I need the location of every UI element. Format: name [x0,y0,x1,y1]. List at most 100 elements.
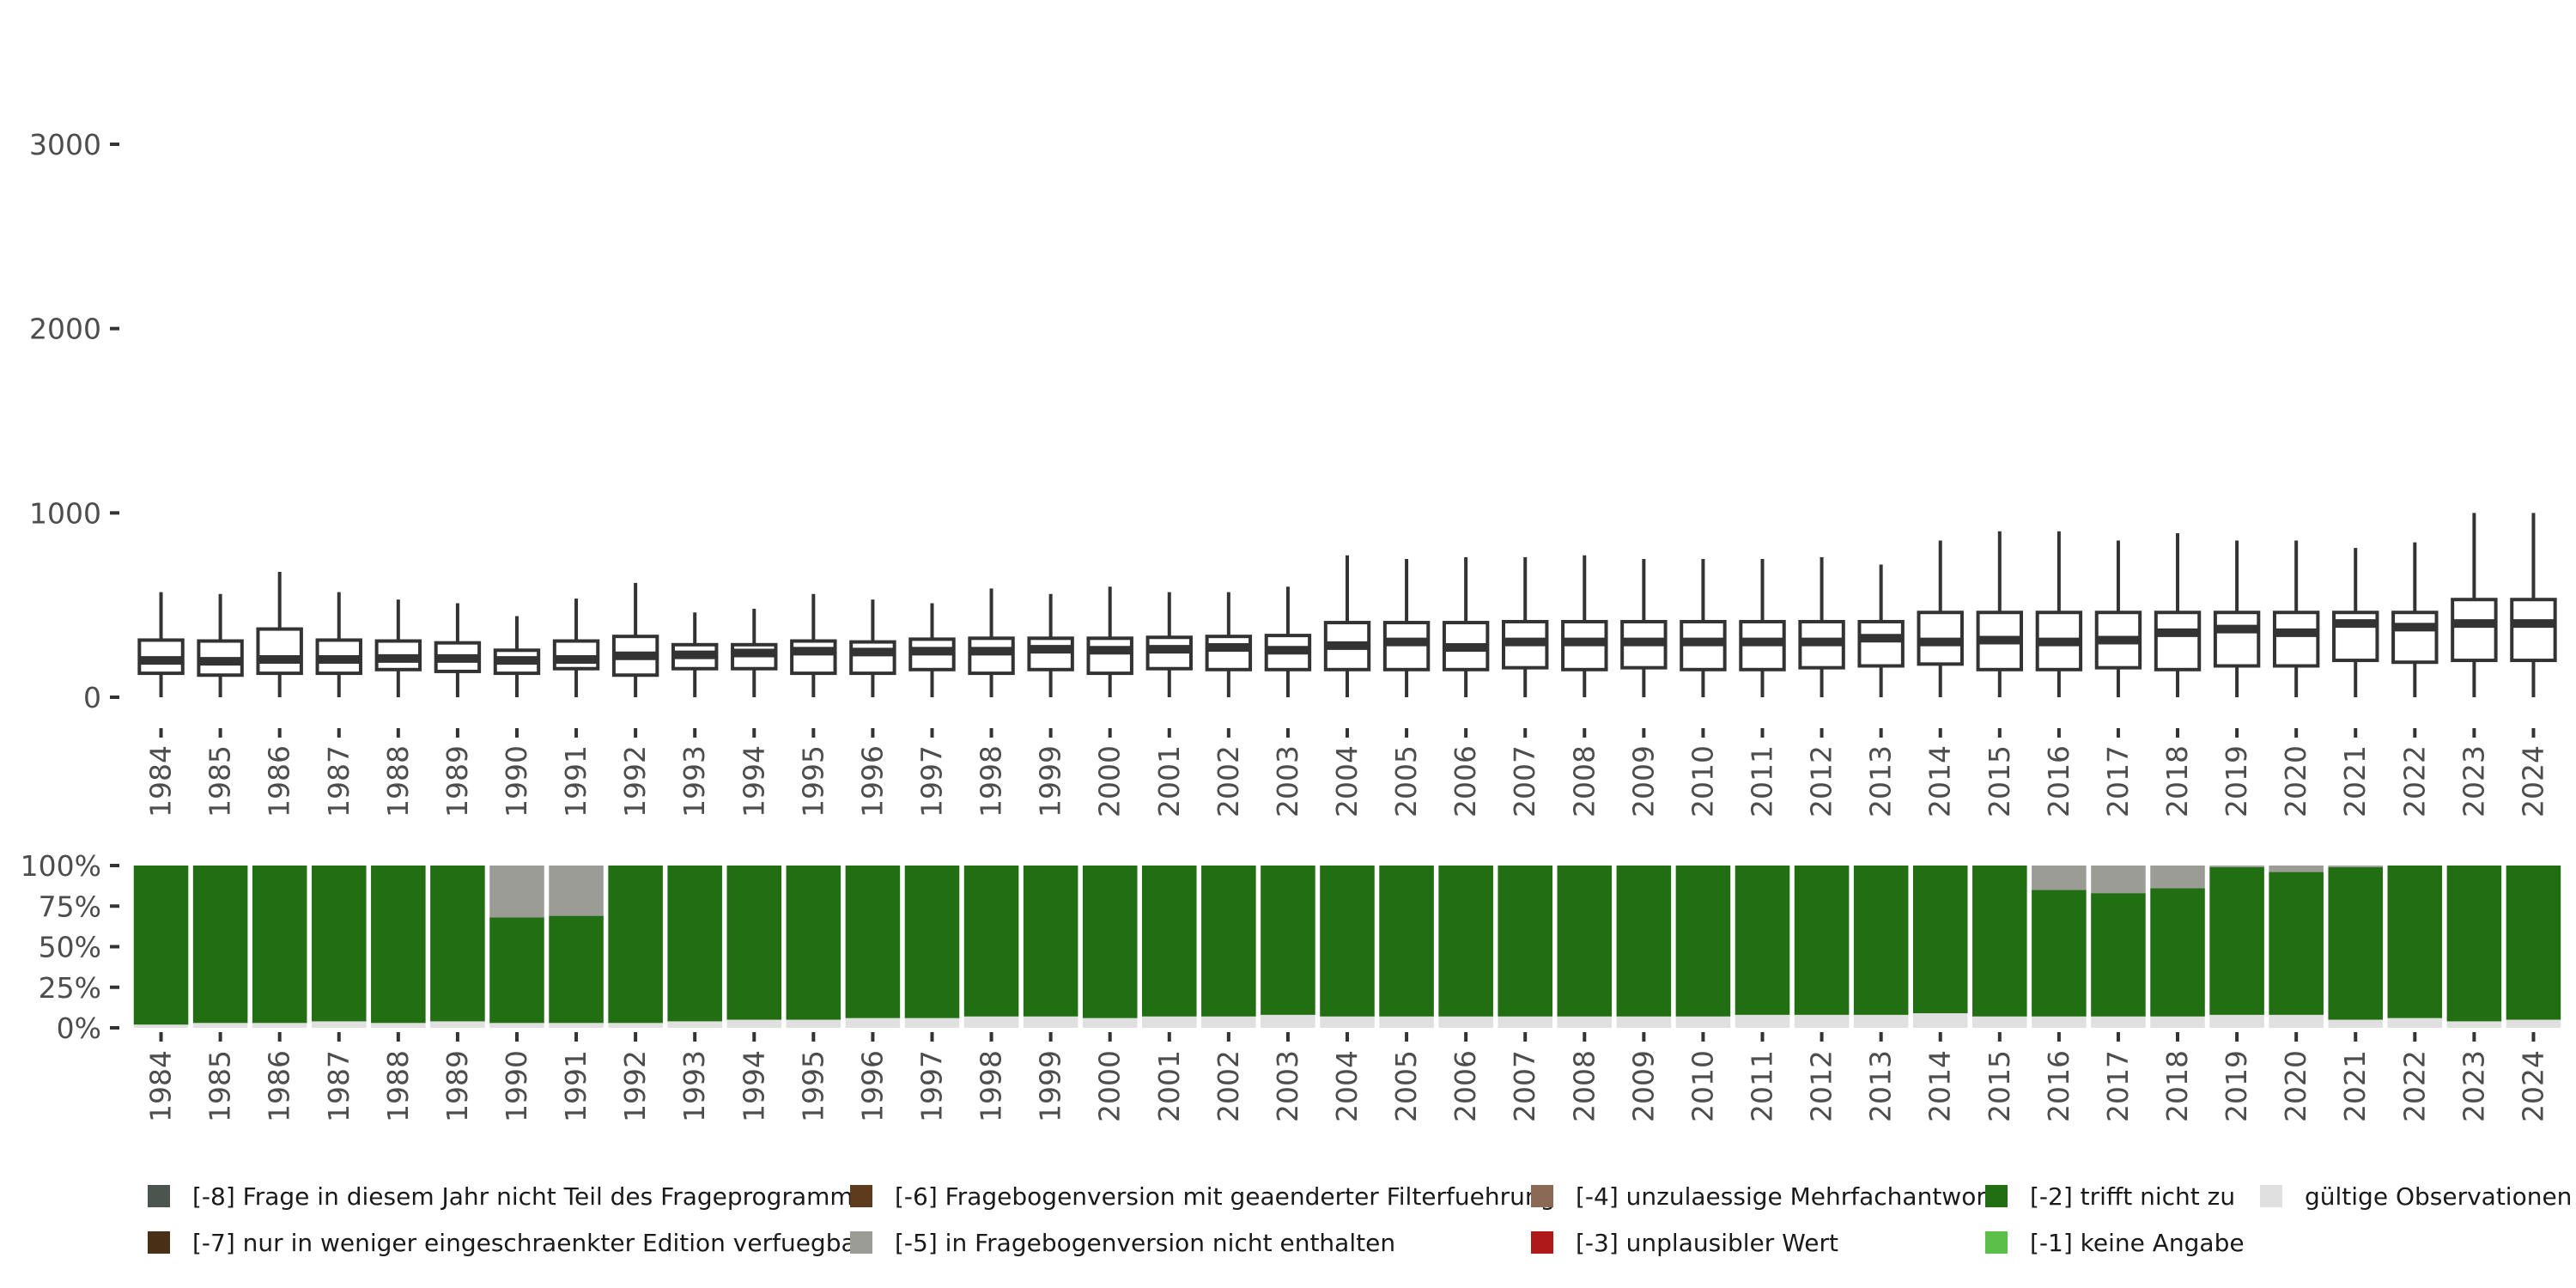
x-tick-label: 2001 [1152,1050,1186,1122]
legend-swatch [2260,1185,2282,1207]
bar-segment [2506,1019,2561,1028]
legend-label: [-3] unplausibler Wert [1576,1229,1838,1257]
x-tick-label: 2004 [1330,745,1364,817]
y-tick-label: 0 [83,681,101,714]
boxplot-panel: 0 1000 2000 3000 1984 1985 1986 1987 1988 1989 199… [29,128,2557,817]
box [552,639,600,671]
bar-segment [726,866,782,1020]
x-tick-label: 2002 [1212,1050,1245,1122]
x-tick-label: 1994 [737,745,770,817]
x-tick-label: 1998 [975,1050,1008,1122]
bar-segment [963,1016,1019,1028]
bar-segment [1498,866,1552,1017]
bar-segment [786,1019,841,1028]
bar-segment [1261,1014,1315,1028]
bar-segment [1912,1012,1968,1028]
x-tick-label: 1997 [914,1050,948,1122]
bar-segment [2269,1014,2324,1028]
x-tick-label: 2017 [2101,1050,2135,1122]
x-tick-label: 2016 [2042,1050,2075,1122]
legend-label: [-8] Frage in diesem Jahr nicht Teil des… [192,1182,866,1211]
bar-segment [608,1023,663,1028]
x-tick-label: 1987 [322,1050,355,1122]
bar-segment [1616,1016,1672,1028]
x-tick-label: 2000 [1093,1050,1127,1122]
x-tick-label: 2001 [1152,745,1186,817]
bar-segment [1082,866,1138,1018]
legend-label: [-1] keine Angabe [2030,1229,2245,1257]
x-tick-label: 2012 [1805,1050,1838,1122]
x-tick-label: 1999 [1034,745,1067,817]
bar-segment [608,866,663,1024]
y-tick-label: 2000 [29,313,101,346]
box [1027,636,1074,671]
stacked-bar-panel: 0% 25% 50% 75% 100% 1984 1985 1986 1987 1988 1989 1… [21,849,2561,1122]
bar-segment [371,1023,426,1028]
x-tick-label: 2011 [1746,745,1779,817]
box [256,627,303,676]
x-tick-label: 2015 [1983,1050,2016,1122]
bar-segment [845,1018,901,1028]
bar-segment [786,866,841,1020]
x-tick-label: 2019 [2220,745,2253,817]
box [790,639,837,676]
x-tick-label: 2022 [2397,745,2431,817]
bar-segment [549,866,604,916]
x-tick-label: 2018 [2160,745,2194,817]
bar-segment [2032,1016,2087,1028]
bar-segment [2209,866,2264,867]
bar-segment [2091,866,2146,894]
bar-segment [1438,1016,1493,1028]
bar-segment [1142,1016,1197,1028]
x-tick-label: 1992 [618,745,652,817]
x-tick-label: 1985 [204,1050,237,1122]
y-tick-label: 50% [39,931,101,964]
bar-segment [133,866,189,1025]
x-tick-label: 2017 [2101,745,2135,817]
x-tick-label: 2006 [1449,1050,1482,1122]
x-tick-label: 1988 [381,745,415,817]
bar-segment [1912,866,1968,1013]
x-tick-label: 1989 [440,1050,474,1122]
bar-segment [1794,866,1850,1015]
bar-segment [2091,1016,2146,1028]
x-tick-label: 2014 [1923,745,1957,817]
bar-segment [2150,866,2205,889]
y-tick-label: 25% [39,971,101,1005]
x-tick-label: 1991 [559,1050,592,1122]
x-tick-label: 2022 [2397,1050,2431,1122]
bar-segment [1675,866,1731,1017]
bar-segment [549,1023,604,1028]
bar-segment [667,866,722,1022]
legend-swatch [1985,1185,2008,1207]
box [2510,598,2557,663]
x-tick-label: 1990 [500,1050,533,1122]
bar-segment [963,866,1019,1017]
bar-segment [1023,1016,1078,1028]
x-tick-label: 2003 [1271,1050,1304,1122]
bar-segment [1498,1016,1552,1028]
bar-segment [252,866,307,1024]
bar-segment [133,1024,189,1028]
bar-segment [1853,1014,1909,1028]
bar-segment [1261,866,1315,1015]
x-tick-label: 2024 [2516,745,2549,817]
x-tick-label: 2009 [1626,745,1660,817]
box [849,640,896,676]
bar-segment [845,866,901,1018]
x-tick-label: 2007 [1508,745,1541,817]
legend-swatch [1985,1231,2008,1254]
bar-segment [2150,1016,2205,1028]
x-tick-label: 2023 [2457,745,2490,817]
x-tick-label: 2011 [1746,1050,1779,1122]
x-tick-label: 2018 [2160,1050,2194,1122]
bar-segment [2446,866,2502,1022]
x-tick-label: 1993 [677,745,711,817]
legend-label: [-6] Fragebogenversion mit geaenderter F… [895,1182,1555,1211]
bar-segment [1201,1016,1256,1028]
x-tick-label: 2020 [2279,745,2312,817]
box [1086,636,1133,676]
bar-segment [2387,1018,2443,1028]
bar-segment [2446,1021,2502,1028]
